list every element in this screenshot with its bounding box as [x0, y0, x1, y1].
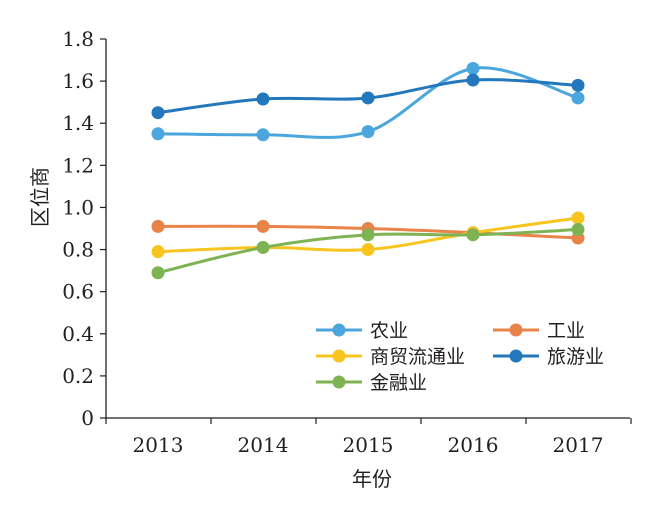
x-tick-label: 2015: [343, 433, 394, 457]
y-tick-label: 1.4: [62, 111, 94, 135]
data-point: [256, 128, 270, 142]
x-tick-label: 2016: [448, 433, 499, 457]
legend-item: 农业: [316, 320, 408, 342]
data-point: [571, 211, 585, 225]
data-point: [256, 219, 270, 233]
y-tick-label: 0: [81, 406, 94, 430]
data-point: [151, 127, 165, 141]
y-ticks: 0 0.2 0.4 0.6 0.8 1.0 1.2 1.4 1.6 1.8: [62, 27, 106, 430]
legend-item: 工业: [493, 320, 585, 342]
x-tick-label: 2013: [133, 433, 184, 457]
series-5: [151, 223, 585, 280]
data-point: [361, 228, 375, 242]
legend-label: 旅游业: [547, 346, 604, 368]
data-point: [151, 245, 165, 259]
y-tick-label: 0.6: [62, 280, 94, 304]
legend-item: 金融业: [316, 372, 427, 394]
y-axis-title: 区位商: [28, 167, 52, 227]
legend-swatch-marker: [332, 349, 346, 363]
y-tick-label: 0.4: [62, 322, 94, 346]
legend-swatch-marker: [509, 349, 523, 363]
x-tick-label: 2014: [238, 433, 289, 457]
axes: 00.20.40.60.81.01.21.41.61.8 2013 2014 201…: [62, 27, 632, 457]
y-tick-label: 0.8: [62, 238, 94, 262]
y-tick-label: 0.2: [62, 364, 94, 388]
legend-swatch-marker: [332, 323, 346, 337]
data-point: [466, 73, 480, 87]
data-point: [466, 61, 480, 75]
x-axis-title: 年份: [352, 467, 392, 491]
data-point: [361, 91, 375, 105]
legend-label: 工业: [547, 320, 585, 342]
data-point: [151, 106, 165, 120]
legend-label: 农业: [370, 320, 408, 342]
data-point: [466, 228, 480, 242]
data-point: [256, 240, 270, 254]
legend-label: 金融业: [370, 372, 427, 394]
y-tick-label: 1.8: [62, 27, 94, 51]
series-1: [151, 61, 585, 142]
data-point: [361, 243, 375, 257]
data-point: [151, 219, 165, 233]
series-layer: [151, 61, 585, 280]
legend-swatch-marker: [509, 323, 523, 337]
y-tick-label: 1.6: [62, 69, 94, 93]
data-point: [571, 78, 585, 92]
legend-item: 旅游业: [493, 346, 604, 368]
legend-swatch-marker: [332, 375, 346, 389]
x-ticks: 2013 2014 2015 2016 2017: [105, 418, 632, 457]
legend-item: 商贸流通业: [316, 346, 465, 368]
data-point: [151, 266, 165, 280]
x-tick-label: 2017: [553, 433, 604, 457]
data-point: [571, 91, 585, 105]
y-tick-label: 1.2: [62, 153, 94, 177]
y-tick-label: 1.0: [62, 195, 94, 219]
legend-label: 商贸流通业: [370, 346, 465, 368]
data-point: [256, 92, 270, 106]
data-point: [571, 223, 585, 237]
data-point: [361, 125, 375, 139]
series-4: [151, 73, 585, 120]
